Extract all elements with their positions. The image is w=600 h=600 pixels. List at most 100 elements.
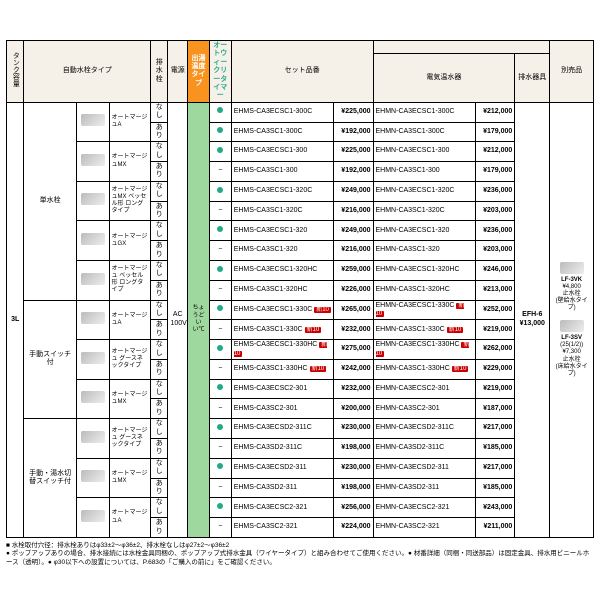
drain-ari: あり xyxy=(150,162,167,182)
drain-ari: なし xyxy=(150,379,167,399)
drain-ari: あり xyxy=(150,201,167,221)
set-code: EHMS-CA3ECSC2-321 xyxy=(231,498,334,518)
table-row: オートマージュMXなしEHMS-CA3ECSC2-301¥232,000EHMN… xyxy=(7,379,594,399)
drain-ari: なし xyxy=(150,340,167,360)
heater-code: EHMN-CA3SC2-321 xyxy=(373,518,476,538)
set-price: ¥216,000 xyxy=(334,241,373,261)
drain-ari: あり xyxy=(150,241,167,261)
set-code: EHMS-CA3ECSC1-300 xyxy=(231,142,334,162)
hdr-timer: オートウィークリータイマー xyxy=(209,41,231,103)
faucet-image xyxy=(76,102,109,142)
set-price: ¥225,000 xyxy=(334,102,373,122)
set-code: EHMS-CA3ECSD2-311 xyxy=(231,458,334,478)
set-price: ¥192,000 xyxy=(334,162,373,182)
heater-code: EHMN-CA3ECSC1-320C xyxy=(373,181,476,201)
faucet-image xyxy=(76,260,109,300)
timer-cell xyxy=(209,122,231,142)
set-code: EHMS-CA3ECSC1-300C xyxy=(231,102,334,122)
drain-ari: あり xyxy=(150,122,167,142)
timer-cell xyxy=(209,142,231,162)
set-code: EHMS-CA3SD2-311 xyxy=(231,478,334,498)
group-label: 手動・湯水切替スイッチ付 xyxy=(24,419,76,538)
heater-price: ¥262,000 xyxy=(476,340,515,360)
timer-cell xyxy=(209,498,231,518)
type-name: オートマージュMX xyxy=(109,379,150,419)
timer-cell xyxy=(209,221,231,241)
faucet-image xyxy=(76,419,109,459)
faucet-image xyxy=(76,142,109,182)
type-name: オートマージュ グースネックタイプ xyxy=(109,419,150,459)
table-row: オートマージュMXなしEHMS-CA3ECSC1-300¥225,000EHMN… xyxy=(7,142,594,162)
timer-cell xyxy=(209,102,231,122)
heater-code: EHMN-CA3ECSD2-311C xyxy=(373,419,476,439)
drain-ari: なし xyxy=(150,102,167,122)
heater-price: ¥212,000 xyxy=(476,102,515,122)
set-code: EHMS-CA3ECSC1-330C 新10 xyxy=(231,300,334,320)
table-row: オートマージュMX ベッセル形 ロングタイプなしEHMS-CA3ECSC1-32… xyxy=(7,181,594,201)
timer-cell: − xyxy=(209,162,231,182)
set-code: EHMS-CA3SC2-321 xyxy=(231,518,334,538)
tank-cap: 3L xyxy=(7,102,24,537)
set-price: ¥232,000 xyxy=(334,320,373,340)
faucet-image xyxy=(76,498,109,538)
heater-price: ¥179,000 xyxy=(476,122,515,142)
timer-cell: − xyxy=(209,439,231,459)
heater-price: ¥236,000 xyxy=(476,221,515,241)
timer-cell: − xyxy=(209,399,231,419)
drain-ari: なし xyxy=(150,260,167,280)
drain-ari: なし xyxy=(150,181,167,201)
heater-price: ¥246,000 xyxy=(476,260,515,280)
heater-price: ¥217,000 xyxy=(476,419,515,439)
drain-ari: あり xyxy=(150,518,167,538)
drain-ari: なし xyxy=(150,300,167,320)
type-name: オートマージュ ベッセル形 ロングタイプ xyxy=(109,260,150,300)
hdr-set: セット品番 xyxy=(231,41,373,103)
type-name: オートマージュGX xyxy=(109,221,150,261)
group-label: 単水栓 xyxy=(24,102,76,300)
timer-cell: − xyxy=(209,478,231,498)
set-code: EHMS-CA3ECSD2-311C xyxy=(231,419,334,439)
timer-cell: − xyxy=(209,359,231,379)
hdr-auto: 自動水栓タイプ xyxy=(24,41,151,103)
faucet-image xyxy=(76,458,109,498)
heater-price: ¥213,000 xyxy=(476,280,515,300)
set-code: EHMS-CA3SC1-330C 新10 xyxy=(231,320,334,340)
timer-cell: − xyxy=(209,320,231,340)
heater-code: EHMN-CA3SC1-330C 新10 xyxy=(373,320,476,340)
drain-ari: あり xyxy=(150,399,167,419)
drain-ari: なし xyxy=(150,142,167,162)
heater-price: ¥203,000 xyxy=(476,241,515,261)
hdr-extra: 別売品 xyxy=(550,41,594,103)
hdr-temp: 出湯温度タイプ xyxy=(188,41,210,103)
heater-price: ¥236,000 xyxy=(476,181,515,201)
set-code: EHMS-CA3SD2-311C xyxy=(231,439,334,459)
hdr-drain: 排水栓 xyxy=(150,41,167,103)
set-price: ¥249,000 xyxy=(334,181,373,201)
extra-items: LF-3VK¥4,800止水栓(壁給水タイプ)LF-3SV(25(1/2))¥7… xyxy=(550,102,594,537)
heater-price: ¥212,000 xyxy=(476,142,515,162)
heater-code: EHMN-CA3SC1-320HC xyxy=(373,280,476,300)
faucet-image xyxy=(76,379,109,419)
drain-ari: あり xyxy=(150,320,167,340)
temp-badge: ちょうどいい℃ xyxy=(188,102,210,537)
type-name: オートマージュMX ベッセル形 ロングタイプ xyxy=(109,181,150,221)
heater-code: EHMN-CA3SC1-320C xyxy=(373,201,476,221)
table-row: 手動・湯水切替スイッチ付オートマージュ グースネックタイプなしEHMS-CA3E… xyxy=(7,419,594,439)
timer-cell: − xyxy=(209,280,231,300)
faucet-image xyxy=(76,221,109,261)
timer-cell: − xyxy=(209,518,231,538)
type-name: オートマージュA xyxy=(109,300,150,340)
set-price: ¥226,000 xyxy=(334,280,373,300)
set-price: ¥198,000 xyxy=(334,439,373,459)
heater-price: ¥203,000 xyxy=(476,201,515,221)
set-price: ¥265,000 xyxy=(334,300,373,320)
set-price: ¥224,000 xyxy=(334,518,373,538)
set-code: EHMS-CA3SC1-320HC xyxy=(231,280,334,300)
heater-price: ¥229,000 xyxy=(476,359,515,379)
heater-code: EHMN-CA3SC1-320 xyxy=(373,241,476,261)
heater-code: EHMN-CA3ECSC2-301 xyxy=(373,379,476,399)
timer-cell xyxy=(209,340,231,360)
set-price: ¥230,000 xyxy=(334,458,373,478)
table-row: 3L単水栓オートマージュAなしAC 100Vちょうどいい℃EHMS-CA3ECS… xyxy=(7,102,594,122)
timer-cell xyxy=(209,458,231,478)
